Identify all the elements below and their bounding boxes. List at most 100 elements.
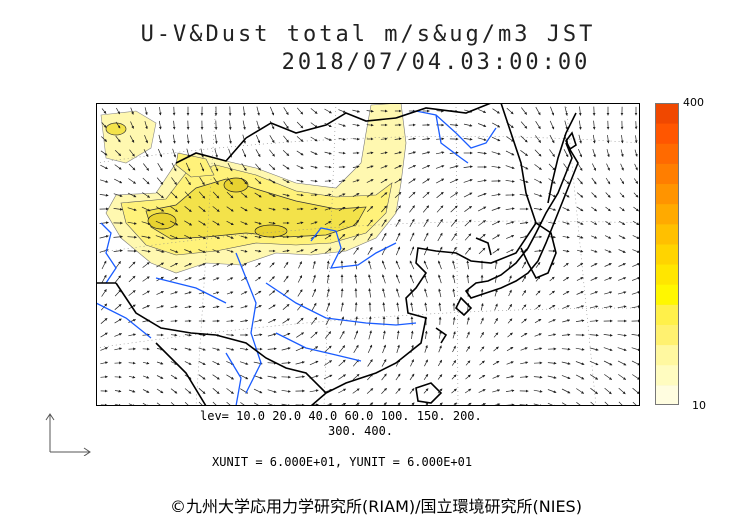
wind-arrow	[591, 221, 598, 225]
wind-arrow	[506, 107, 514, 115]
wind-arrow	[214, 134, 218, 144]
wind-arrow	[561, 347, 571, 351]
wind-arrow	[241, 163, 247, 171]
wind-arrow	[184, 249, 193, 253]
wind-arrow	[228, 134, 232, 144]
coastlines	[96, 103, 577, 406]
wind-arrow	[239, 347, 249, 351]
wind-arrow	[324, 331, 332, 339]
wind-arrow	[128, 275, 136, 283]
wind-arrow	[549, 290, 555, 296]
wind-arrow	[617, 333, 627, 337]
wind-arrow	[296, 332, 305, 338]
wind-arrow	[591, 177, 597, 185]
wind-arrow	[423, 232, 429, 242]
wind-arrow	[395, 373, 401, 381]
wind-arrow	[339, 330, 345, 340]
wind-arrow	[562, 305, 570, 309]
wind-arrow	[141, 206, 151, 212]
wind-arrow	[282, 193, 290, 197]
wind-arrow	[381, 358, 387, 367]
wind-arrow	[632, 249, 640, 253]
wind-arrow	[451, 360, 457, 366]
wind-arrow	[326, 288, 330, 298]
wind-arrow	[352, 179, 360, 183]
wind-arrow	[352, 373, 360, 381]
wind-arrow	[338, 123, 346, 127]
wind-arrow	[617, 360, 627, 366]
wind-arrow	[100, 317, 108, 324]
wind-arrow	[507, 318, 513, 324]
wind-arrow	[296, 235, 304, 239]
wind-arrow	[367, 246, 373, 255]
wind-arrow	[170, 191, 178, 199]
wind-arrow	[200, 134, 204, 144]
wind-arrow	[156, 361, 164, 365]
wind-arrow	[548, 319, 556, 323]
wind-arrow	[408, 137, 416, 141]
wind-arrow	[282, 164, 290, 170]
wind-arrow	[282, 318, 290, 324]
wind-arrow	[114, 303, 122, 310]
wind-arrow	[438, 288, 442, 298]
wind-arrow	[240, 305, 248, 309]
wind-arrow	[254, 235, 262, 239]
wind-arrow	[634, 163, 638, 171]
wind-arrow	[212, 263, 220, 267]
wind-arrow	[477, 151, 487, 155]
wind-arrow	[156, 206, 165, 212]
wind-arrow	[198, 277, 206, 281]
wind-arrow	[617, 305, 627, 309]
wind-arrow	[310, 165, 318, 169]
wind-arrow	[113, 235, 123, 239]
wind-arrow	[438, 330, 442, 339]
wind-arrow	[240, 221, 248, 225]
wind-arrow	[520, 361, 529, 365]
wind-arrow	[212, 191, 220, 199]
wind-arrow	[534, 178, 543, 184]
wind-arrow	[381, 260, 386, 270]
wind-arrow	[254, 290, 262, 296]
wind-arrow	[128, 261, 136, 269]
wind-arrow	[311, 302, 317, 311]
wind-arrow	[101, 260, 107, 270]
wind-arrow	[226, 191, 234, 199]
wind-arrow	[521, 107, 527, 115]
wind-arrow	[366, 192, 374, 198]
wind-arrow	[254, 178, 262, 185]
wind-arrow	[240, 319, 249, 323]
wind-arrow	[366, 165, 374, 169]
wind-arrow	[508, 303, 512, 310]
wind-arrow	[492, 375, 500, 379]
map-frame	[96, 103, 640, 406]
wind-arrow	[548, 333, 557, 337]
wind-arrow	[281, 361, 291, 365]
colorbar-swatch	[655, 163, 679, 185]
wind-arrow	[100, 150, 108, 156]
wind-arrow	[309, 360, 319, 366]
wind-arrow	[395, 246, 401, 256]
wind-arrow	[198, 360, 206, 366]
wind-arrow	[463, 123, 473, 127]
wind-arrow	[172, 148, 176, 158]
wind-arrow	[435, 165, 445, 169]
wind-arrow	[253, 388, 263, 394]
wind-arrow	[158, 120, 162, 130]
colorbar-swatch	[655, 123, 679, 144]
wind-arrow	[424, 344, 428, 353]
wind-arrow	[296, 249, 304, 253]
wind-arrow	[395, 274, 400, 284]
wind-arrow	[452, 331, 456, 339]
wind-arrow	[396, 288, 400, 298]
wind-arrow	[366, 205, 374, 212]
wind-arrow	[618, 235, 626, 239]
wind-arrow	[226, 249, 234, 253]
wind-arrow	[590, 291, 599, 295]
wind-arrow	[142, 262, 150, 268]
wind-arrow	[576, 221, 584, 225]
wind-arrow	[617, 347, 627, 352]
wind-arrow	[185, 177, 191, 186]
wind-arrow	[451, 246, 457, 255]
wind-arrow	[492, 234, 500, 240]
wind-arrow	[494, 260, 498, 269]
